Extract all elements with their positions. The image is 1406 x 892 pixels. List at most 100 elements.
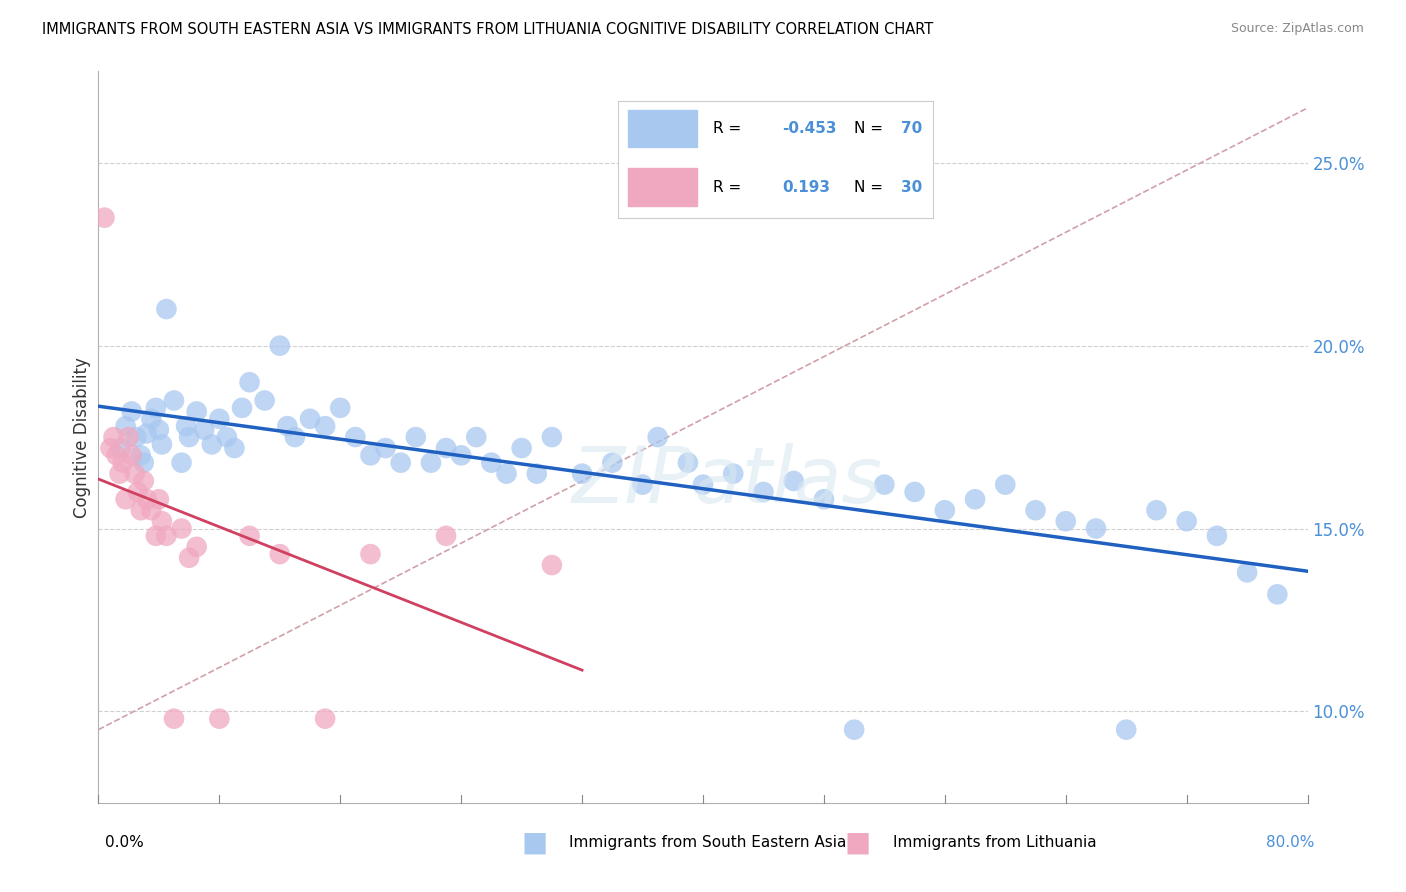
Point: [135, 426, 157, 441]
Point: [1085, 521, 1108, 535]
Point: [284, 430, 307, 444]
Point: [163, 712, 186, 726]
Point: [873, 477, 896, 491]
Point: [127, 485, 149, 500]
Point: [155, 529, 177, 543]
Point: [434, 441, 457, 455]
Point: [1236, 566, 1258, 580]
Point: [676, 456, 699, 470]
Point: [124, 467, 146, 481]
Point: [405, 430, 427, 444]
Point: [231, 401, 253, 415]
Point: [269, 338, 291, 352]
Point: [118, 430, 141, 444]
Point: [299, 412, 322, 426]
Point: [723, 467, 745, 481]
Point: [844, 723, 866, 737]
Point: [389, 456, 412, 470]
Point: [193, 423, 215, 437]
Point: [510, 441, 533, 455]
Point: [1267, 587, 1289, 601]
Point: [571, 467, 593, 481]
Point: [1206, 529, 1229, 543]
Point: [420, 456, 443, 470]
Point: [186, 404, 208, 418]
Text: 80.0%: 80.0%: [1267, 836, 1315, 850]
Point: [201, 437, 224, 451]
Text: ZIPatlas: ZIPatlas: [572, 443, 883, 519]
Point: [135, 492, 157, 507]
Point: [121, 404, 143, 418]
Point: [904, 485, 927, 500]
Point: [314, 712, 336, 726]
Point: [103, 430, 125, 444]
Point: [1024, 503, 1046, 517]
Point: [170, 456, 193, 470]
Point: [186, 540, 208, 554]
Point: [145, 401, 167, 415]
Point: [1115, 723, 1137, 737]
Point: [224, 441, 246, 455]
Point: [647, 430, 669, 444]
Text: IMMIGRANTS FROM SOUTH EASTERN ASIA VS IMMIGRANTS FROM LITHUANIA COGNITIVE DISABI: IMMIGRANTS FROM SOUTH EASTERN ASIA VS IM…: [42, 22, 934, 37]
Point: [374, 441, 396, 455]
Point: [129, 448, 152, 462]
Point: [783, 474, 806, 488]
Point: [114, 492, 136, 507]
Point: [121, 448, 143, 462]
Point: [269, 547, 291, 561]
Point: [132, 474, 155, 488]
Point: [114, 419, 136, 434]
Point: [994, 477, 1017, 491]
Point: [314, 419, 336, 434]
Point: [150, 437, 173, 451]
Point: [1175, 514, 1198, 528]
Point: [170, 521, 193, 535]
Point: [965, 492, 987, 507]
Point: [132, 456, 155, 470]
Point: [105, 448, 128, 462]
Point: [752, 485, 775, 500]
Point: [179, 430, 201, 444]
Text: 0.0%: 0.0%: [105, 836, 145, 850]
Point: [1144, 503, 1167, 517]
Point: [526, 467, 548, 481]
Text: ■: ■: [522, 829, 547, 857]
Point: [125, 430, 148, 444]
Point: [450, 448, 472, 462]
Text: Source: ZipAtlas.com: Source: ZipAtlas.com: [1230, 22, 1364, 36]
Point: [141, 503, 163, 517]
Point: [481, 456, 503, 470]
Point: [208, 712, 231, 726]
Point: [141, 412, 163, 426]
Y-axis label: Cognitive Disability: Cognitive Disability: [73, 357, 91, 517]
Point: [110, 441, 132, 455]
Point: [360, 448, 382, 462]
Point: [1054, 514, 1077, 528]
Point: [540, 430, 562, 444]
Point: [360, 547, 382, 561]
Point: [434, 529, 457, 543]
Point: [692, 477, 714, 491]
Point: [813, 492, 835, 507]
Point: [174, 419, 197, 434]
Point: [540, 558, 562, 573]
Text: ■: ■: [845, 829, 870, 857]
Point: [155, 301, 177, 317]
Point: [100, 441, 122, 455]
Point: [631, 477, 654, 491]
Point: [148, 423, 170, 437]
Text: Immigrants from South Eastern Asia: Immigrants from South Eastern Asia: [569, 836, 846, 850]
Point: [145, 529, 167, 543]
Point: [111, 456, 134, 470]
Point: [344, 430, 367, 444]
Point: [93, 211, 115, 225]
Point: [148, 492, 170, 507]
Point: [215, 430, 238, 444]
Point: [465, 430, 488, 444]
Point: [329, 401, 352, 415]
Point: [253, 393, 276, 408]
Point: [239, 529, 262, 543]
Point: [108, 467, 131, 481]
Point: [208, 412, 231, 426]
